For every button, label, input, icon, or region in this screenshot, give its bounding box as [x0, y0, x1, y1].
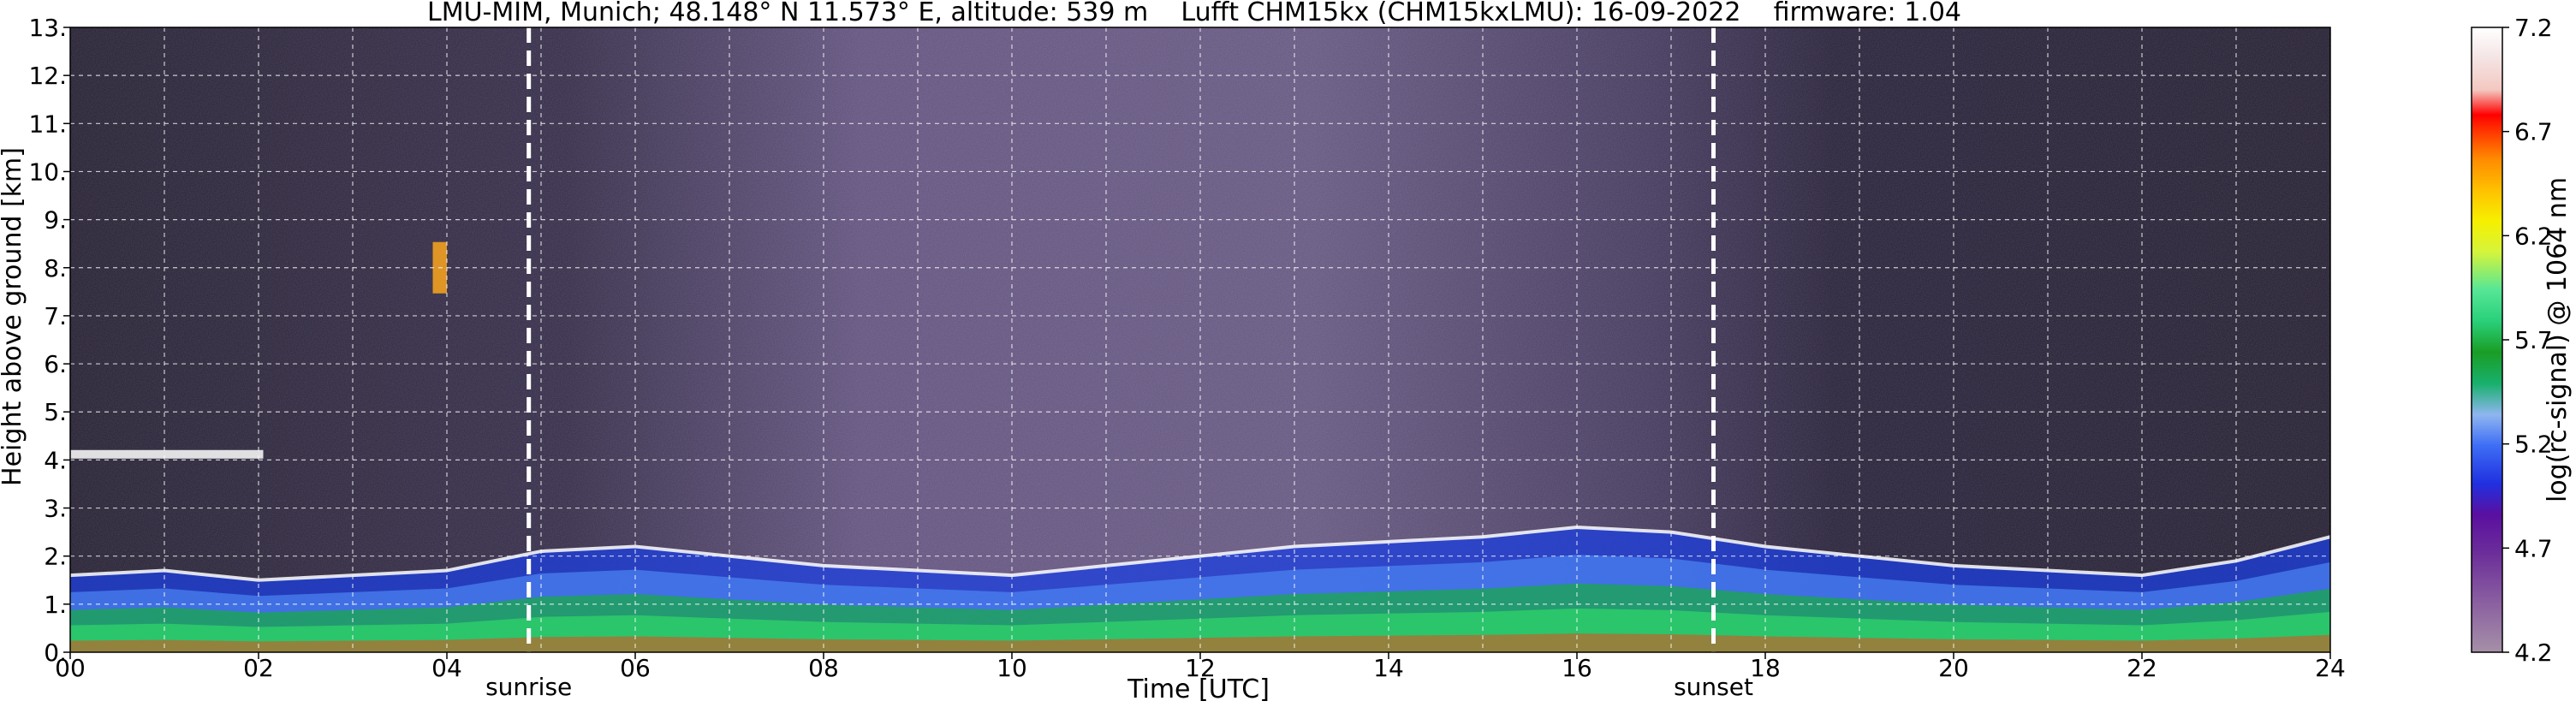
cloud-layer-mid — [70, 449, 264, 459]
colorbar-tick-label: 5.2 — [2514, 431, 2553, 459]
x-tick-label: 06 — [620, 654, 651, 682]
y-tick-label: 4. — [44, 446, 67, 474]
y-axis-ticks: 0. 1. 2. 3. 4. 5. 6. 7. 8. 9. 10. 11. 12. 13. — [28, 14, 70, 667]
colorbar-tick-label: 4.2 — [2514, 639, 2553, 667]
x-tick-label: 00 — [55, 654, 86, 682]
y-tick-label: 2. — [44, 543, 67, 571]
y-tick-label: 10. — [28, 157, 67, 186]
colorbar-tick-label: 6.2 — [2514, 222, 2553, 250]
y-tick-label: 5. — [44, 398, 67, 426]
x-tick-label: 24 — [2315, 654, 2346, 682]
x-axis-title: Time [UTC] — [1127, 674, 1270, 704]
sunset-label: sunset — [1674, 673, 1753, 701]
sun-labels: sunrise sunset — [485, 673, 1753, 701]
y-tick-label: 7. — [44, 302, 67, 330]
y-tick-label: 13. — [28, 14, 67, 42]
x-tick-label: 22 — [2127, 654, 2157, 682]
y-tick-label: 0. — [44, 639, 67, 667]
x-tick-label: 16 — [1562, 654, 1592, 682]
y-tick-label: 12. — [28, 62, 67, 90]
colorbar-ticks: 7.2 6.7 6.2 5.7 5.2 4.7 4.2 — [2502, 14, 2553, 667]
y-tick-label: 11. — [28, 110, 67, 138]
y-tick-label: 6. — [44, 350, 67, 378]
x-tick-label: 20 — [1938, 654, 1969, 682]
y-tick-label: 3. — [44, 495, 67, 523]
colorbar-tick-label: 4.7 — [2514, 534, 2553, 562]
y-tick-label: 8. — [44, 254, 67, 282]
x-tick-label: 14 — [1373, 654, 1404, 682]
colorbar-tick-label: 7.2 — [2514, 14, 2553, 42]
sunrise-label: sunrise — [485, 673, 572, 701]
x-tick-label: 18 — [1750, 654, 1781, 682]
grid-lines — [70, 27, 2330, 652]
x-tick-label: 04 — [431, 654, 462, 682]
sun-markers — [527, 27, 1716, 652]
y-tick-label: 9. — [44, 206, 67, 235]
colorbar-scale — [2471, 27, 2503, 653]
colorbar-title: log(rc-signal) @ 1064 nm — [2543, 177, 2573, 502]
x-tick-label: 12 — [1185, 654, 1216, 682]
colorbar: 7.2 6.7 6.2 5.7 5.2 4.7 4.2 log(rc-signal) @ 1… — [2471, 14, 2573, 667]
colorbar-tick-label: 6.7 — [2514, 118, 2553, 146]
x-tick-label: 10 — [996, 654, 1027, 682]
y-tick-label: 1. — [44, 591, 67, 619]
x-tick-label: 02 — [243, 654, 274, 682]
chart-title: LMU-MIM, Munich; 48.148° N 11.573° E, al… — [427, 0, 1961, 27]
plot-area — [69, 27, 2331, 653]
y-axis-title: Height above ground [km] — [0, 147, 27, 486]
x-axis-ticks: 00 02 04 06 08 10 12 14 16 18 20 22 24 — [55, 652, 2346, 682]
colorbar-tick-label: 5.7 — [2514, 326, 2553, 354]
x-tick-label: 08 — [808, 654, 839, 682]
